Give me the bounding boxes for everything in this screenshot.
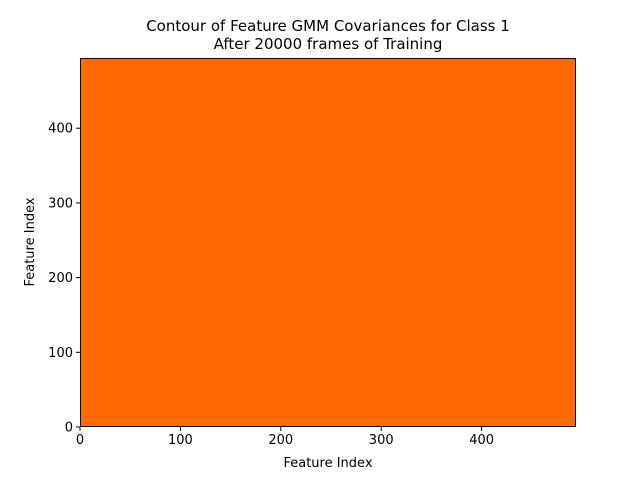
x-axis-label: Feature Index bbox=[283, 456, 372, 471]
plot-frame bbox=[80, 58, 576, 427]
chart-title-line-2: After 20000 frames of Training bbox=[214, 35, 443, 53]
x-tick-label: 100 bbox=[168, 433, 193, 448]
x-tick-label: 0 bbox=[76, 433, 84, 448]
x-tick-label: 200 bbox=[268, 433, 293, 448]
chart-title-line-1: Contour of Feature GMM Covariances for C… bbox=[146, 17, 510, 35]
y-tick-label: 200 bbox=[48, 271, 73, 286]
y-tick-label: 0 bbox=[65, 421, 73, 436]
x-tick-label: 400 bbox=[469, 433, 494, 448]
x-axis-ticks: 0 100 200 300 400 bbox=[76, 427, 494, 448]
y-tick-label: 400 bbox=[48, 122, 73, 137]
y-axis-ticks: 0 100 200 300 400 bbox=[48, 122, 80, 436]
y-tick-label: 300 bbox=[48, 196, 73, 211]
x-tick-label: 300 bbox=[369, 433, 394, 448]
y-axis-label: Feature Index bbox=[23, 197, 38, 286]
y-tick-label: 100 bbox=[48, 346, 73, 361]
contour-fill-region bbox=[80, 58, 576, 427]
